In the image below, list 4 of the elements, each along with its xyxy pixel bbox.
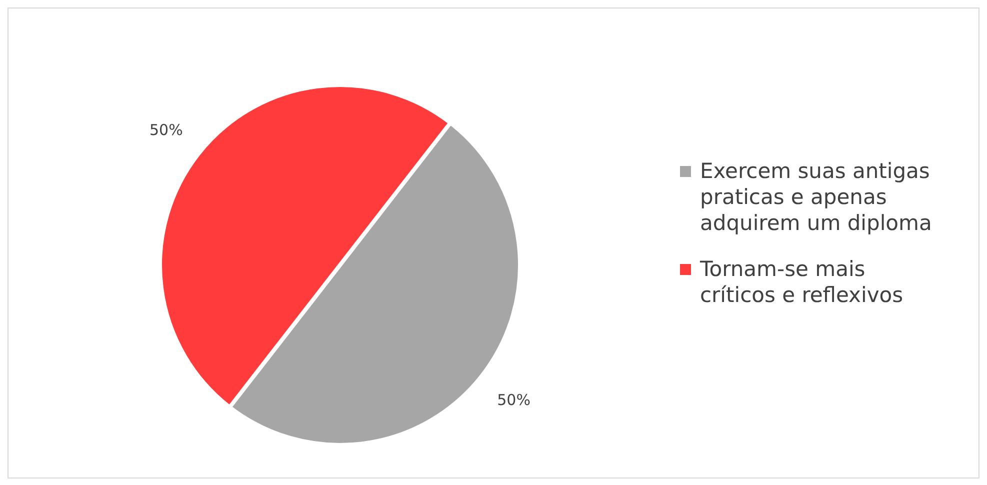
legend-label: Tornam-se mais críticos e reflexivos [699, 257, 904, 307]
data-label: 50% [497, 390, 530, 409]
data-label: 50% [150, 121, 183, 140]
legend-label: Exercem suas antigas praticas e apenas adquirem um diploma [700, 159, 932, 235]
